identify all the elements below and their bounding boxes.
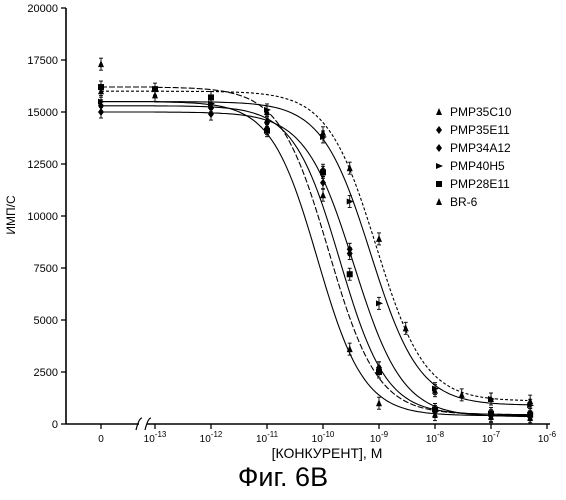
legend-marker xyxy=(436,163,443,169)
x-tick-label: 10-12 xyxy=(200,430,223,445)
fit-curve xyxy=(101,112,527,417)
legend-entry: PMP35C10 xyxy=(450,105,512,119)
x-axis-label: [КОНКУРЕНТ], M xyxy=(272,445,383,461)
legend-marker xyxy=(436,198,442,205)
fit-curve xyxy=(101,91,527,400)
data-point xyxy=(432,406,438,412)
data-point xyxy=(347,271,353,277)
data-point xyxy=(320,169,326,175)
legend-entry: PMP34A12 xyxy=(450,141,511,155)
x-tick-label: 10-13 xyxy=(144,430,167,445)
legend: PMP35C10 PMP35E11 PMP34A12 PMP40H5 PMP28E11 B… xyxy=(436,105,512,209)
data-point xyxy=(347,164,353,171)
legend-marker xyxy=(436,181,442,187)
data-point xyxy=(376,300,383,306)
figure-caption: Фиг. 6B xyxy=(0,462,566,493)
data-point xyxy=(98,60,104,67)
y-tick-label: 17500 xyxy=(27,55,58,67)
data-point xyxy=(320,179,326,187)
data-point xyxy=(459,391,465,398)
legend-marker xyxy=(436,144,442,152)
y-tick-label: 2500 xyxy=(34,367,58,379)
legend-marker xyxy=(436,108,442,115)
y-tick-label: 15000 xyxy=(27,107,58,119)
x-tick-label: 10-9 xyxy=(370,430,389,445)
y-tick-label: 20000 xyxy=(27,3,58,15)
y-tick-label: 7500 xyxy=(34,263,58,275)
y-tick-label: 0 xyxy=(52,419,58,431)
x-tick-label: 10-10 xyxy=(312,430,335,445)
data-point xyxy=(376,369,382,375)
x-tick-label: 10-11 xyxy=(256,430,279,445)
data-point xyxy=(527,397,533,404)
data-point xyxy=(152,91,158,98)
y-axis-label: ИМП/С xyxy=(4,195,18,235)
legend-entry: BR-6 xyxy=(450,195,478,209)
legend-entry: PMP40H5 xyxy=(450,159,505,173)
x-tick-label: 10-6 xyxy=(538,430,557,445)
data-point xyxy=(488,411,494,417)
x-tick-label: 0 xyxy=(98,434,104,445)
data-point xyxy=(320,191,326,198)
data-point xyxy=(264,128,270,134)
y-tick-label: 12500 xyxy=(27,159,58,171)
axes: 0 2500 5000 7500 10000 12500 15000 17500 20000 0 1… xyxy=(27,3,556,445)
y-tick-label: 5000 xyxy=(34,315,58,327)
data-point xyxy=(527,412,533,418)
data-point xyxy=(376,235,382,242)
y-tick-label: 10000 xyxy=(27,211,58,223)
data-point xyxy=(320,129,326,136)
legend-entry: PMP35E11 xyxy=(450,123,510,137)
legend-entry: PMP28E11 xyxy=(450,177,510,191)
data-point xyxy=(403,324,409,331)
x-tick-label: 10-8 xyxy=(426,430,445,445)
legend-marker xyxy=(436,126,442,134)
data-point xyxy=(376,399,382,406)
x-tick-label: 10-7 xyxy=(482,430,501,445)
